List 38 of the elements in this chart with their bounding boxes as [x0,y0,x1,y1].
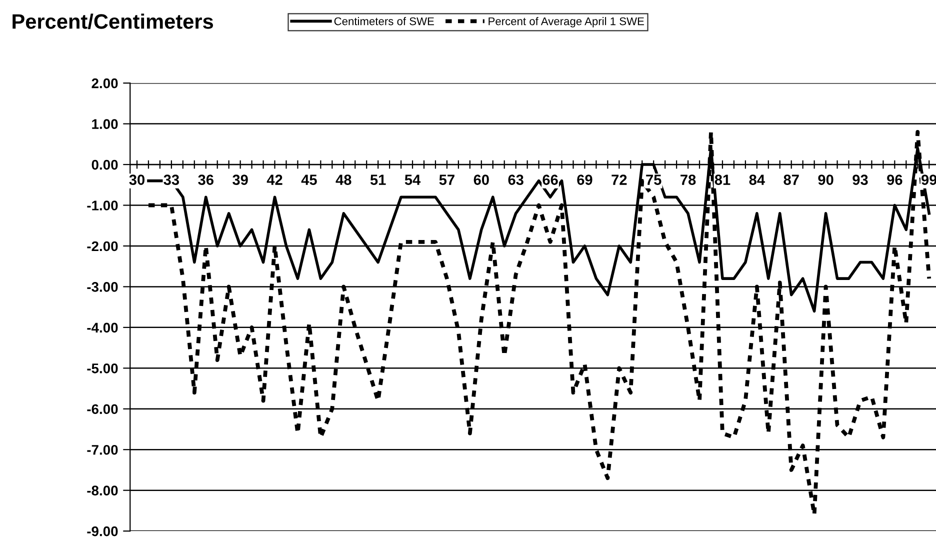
x-tick-label: 69 [577,174,592,185]
x-tick-label: 39 [232,174,248,185]
x-tick-label: 84 [749,174,765,185]
y-tick-label: -1.00 [87,200,118,210]
x-tick-label: 81 [714,174,730,185]
x-tick-label: 36 [198,174,214,185]
y-tick-label: -4.00 [87,322,118,333]
x-tick-label: 57 [439,174,454,185]
x-tick-label: 54 [404,174,421,185]
y-tick-label: -5.00 [87,363,118,374]
y-tick-label: 1.00 [92,119,118,129]
x-tick-label: 87 [784,174,799,185]
y-tick-label: 0.00 [92,160,118,170]
y-tick-label: -8.00 [87,486,118,496]
x-tick-label: 78 [680,174,696,185]
x-tick-label: 93 [852,174,868,185]
x-tick-label: 48 [336,174,352,185]
x-tick-label: 33 [164,174,180,185]
y-tick-label: -7.00 [87,444,118,455]
x-tick-label: 30 [129,174,145,185]
x-tick-label: 42 [266,174,282,185]
y-tick-label: -2.00 [87,241,118,252]
x-tick-label: 96 [887,174,902,185]
x-tick-label: 51 [370,174,386,185]
x-tick-label: 66 [542,174,558,185]
chart-title: Percent/Centimeters [12,14,214,30]
legend-label: Percent of Average April 1 SWE [488,17,644,28]
y-tick-label: -6.00 [87,404,118,414]
y-tick-label: 2.00 [92,78,118,88]
x-tick-label: 45 [301,174,317,185]
x-tick-label: 72 [612,174,627,185]
x-tick-label: 60 [474,174,489,185]
x-tick-label: 90 [818,174,834,185]
x-tick-label: 63 [508,174,524,185]
x-tick-label: 75 [646,174,662,185]
legend-label: Centimeters of SWE [334,17,434,26]
y-tick-label: -3.00 [87,282,118,292]
y-tick-label: -9.00 [87,526,118,536]
